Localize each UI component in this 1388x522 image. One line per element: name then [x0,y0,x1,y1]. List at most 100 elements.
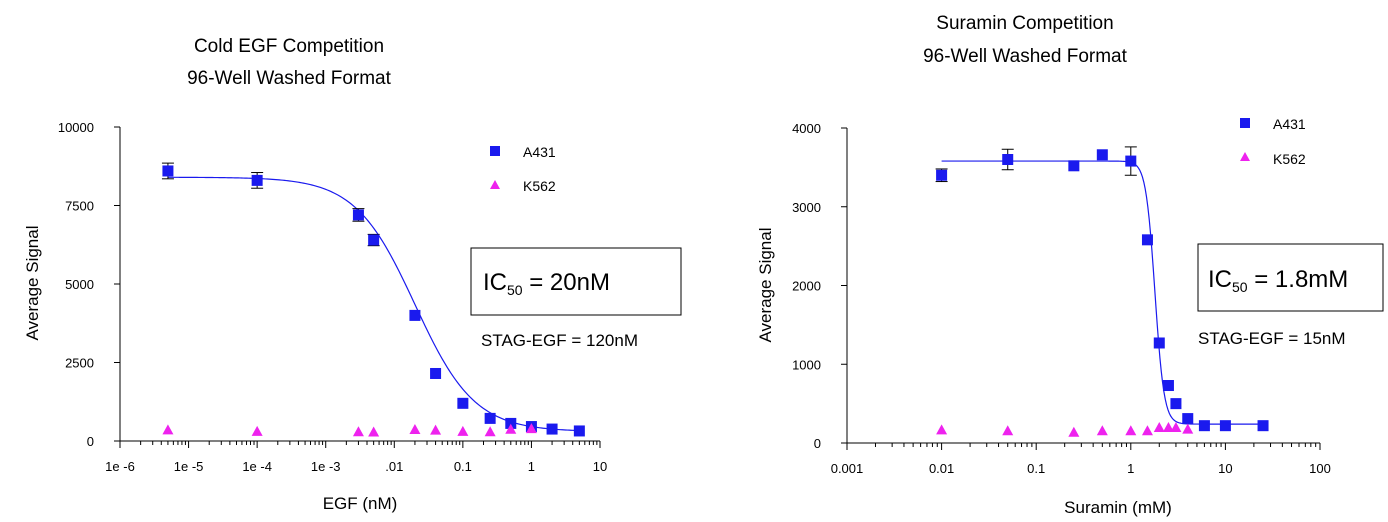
stag-egf-annotation: STAG-EGF = 120nM [481,331,638,350]
x-tick-label: 1e -6 [105,459,135,474]
data-point [505,417,517,429]
data-point [251,174,263,186]
x-tick-label: 1 [1127,461,1134,476]
stag-egf-annotation: STAG-EGF = 15nM [1198,329,1346,348]
data-point [1170,422,1182,433]
x-tick-label: 0.1 [454,459,472,474]
data-point [1002,425,1014,436]
legend: A431 K562 [490,144,556,194]
legend-label-k562: K562 [1273,151,1306,167]
data-point [457,425,469,436]
series-a431 [935,146,1269,432]
data-point [1125,425,1137,436]
data-point [430,424,442,435]
chart-title: Suramin Competition [936,13,1113,34]
data-point [1162,422,1174,433]
legend-marker-a431 [1240,118,1250,128]
data-point [368,234,380,246]
data-point [251,425,263,436]
data-point [505,423,517,434]
data-point [1153,337,1165,349]
x-tick-label: 100 [1309,461,1331,476]
data-point [457,397,469,409]
x-tick-label: 0.001 [831,461,864,476]
data-point [1153,422,1165,433]
x-axis-label: EGF (nM) [323,494,398,513]
data-point [1170,398,1182,410]
data-point [1182,423,1194,434]
chart-subtitle: 96-Well Washed Format [923,46,1128,67]
y-tick-label: 7500 [65,199,94,214]
ic50-annotation: IC50 = 1.8mM [1208,266,1348,295]
legend: A431 K562 [1240,116,1306,167]
chart-subtitle: 96-Well Washed Format [187,68,392,89]
plot-area: 0 2500 5000 7500 10000 1e -6 1e -5 1e -4 1e -3 .0… [58,120,607,474]
x-tick-label: 10 [593,459,607,474]
data-point [1068,426,1080,437]
chart-title: Cold EGF Competition [194,36,384,57]
egf-competition-chart: Cold EGF Competition 96-Well Washed Form… [23,36,682,513]
x-tick-label: 0.1 [1027,461,1045,476]
data-point [162,165,174,177]
data-point [484,426,496,437]
data-point [936,169,948,181]
x-axis-label: Suramin (mM) [1064,498,1172,517]
suramin-competition-chart: Suramin Competition 96-Well Washed Forma… [756,13,1384,517]
series-k562 [162,423,537,437]
x-tick-label: 1e -3 [311,459,341,474]
data-point [484,412,496,424]
data-point [430,367,442,379]
data-point [573,425,585,437]
ic50-annotation-box [470,247,682,316]
data-point [1096,425,1108,436]
legend-label-k562: K562 [523,178,556,194]
data-point [1141,234,1153,246]
x-tick-label: 1e -5 [174,459,204,474]
data-point [1219,420,1231,432]
x-tick-label: 0.01 [929,461,954,476]
legend-label-a431: A431 [523,144,556,160]
y-tick-label: 5000 [65,277,94,292]
y-tick-label: 4000 [792,121,821,136]
series-k562 [936,422,1194,437]
data-point [525,423,537,434]
legend-marker-k562 [1240,152,1250,161]
y-tick-label: 2000 [792,279,821,294]
y-tick-label: 0 [87,434,94,449]
data-point [352,209,364,221]
data-point [1182,413,1194,425]
ic50-annotation: IC50 = 20nM [483,269,610,298]
x-tick-label: .01 [385,459,403,474]
data-point [936,424,948,435]
legend-label-a431: A431 [1273,116,1306,132]
x-tick-label: 1e -4 [242,459,272,474]
data-point [368,426,380,437]
data-point [1068,160,1080,172]
x-tick-label: 10 [1218,461,1232,476]
data-point [352,426,364,437]
y-axis-label: Average Signal [23,226,42,341]
data-point [1141,425,1153,436]
legend-marker-k562 [490,180,500,189]
x-tick-label: 1 [528,459,535,474]
data-point [1125,155,1137,167]
y-axis-label: Average Signal [756,228,775,343]
data-point [1198,420,1210,432]
data-point [1096,149,1108,161]
data-point [546,423,558,435]
legend-marker-a431 [490,146,500,156]
y-tick-label: 10000 [58,120,94,135]
y-tick-label: 2500 [65,356,94,371]
data-point [409,424,421,435]
data-point [1002,154,1014,165]
plot-area: 0 1000 2000 3000 4000 0.001 0.01 0.1 1 10 100 [792,121,1331,476]
y-tick-label: 0 [814,436,821,451]
y-tick-label: 1000 [792,357,821,372]
ic50-annotation-box [1197,243,1384,312]
data-point [162,424,174,435]
data-point [1257,420,1269,432]
data-point [409,309,421,321]
y-tick-label: 3000 [792,200,821,215]
data-point [1162,380,1174,392]
